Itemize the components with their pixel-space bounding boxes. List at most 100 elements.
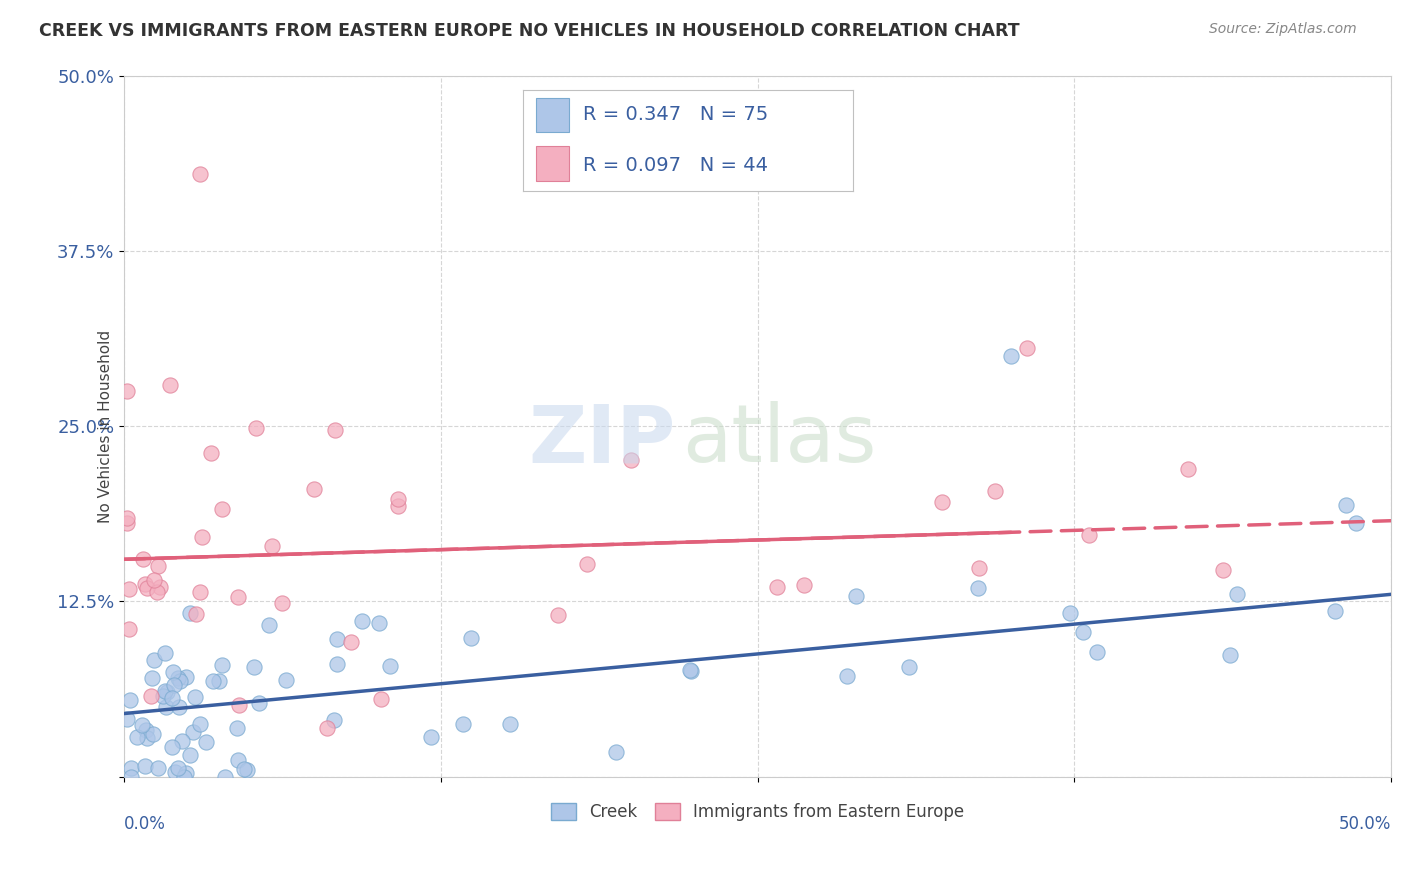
Point	[460, 632, 482, 646]
Point	[173, 770, 195, 784]
Point	[387, 500, 409, 514]
Point	[208, 673, 231, 688]
Point	[323, 713, 346, 727]
Point	[1015, 341, 1038, 355]
Point	[115, 712, 138, 726]
Text: 50.0%: 50.0%	[1339, 815, 1391, 833]
Point	[226, 722, 249, 736]
Point	[765, 580, 787, 594]
Point	[1059, 606, 1081, 620]
Point	[620, 452, 643, 467]
Point	[326, 632, 349, 646]
Point	[131, 718, 153, 732]
Point	[162, 678, 184, 692]
Point	[188, 716, 211, 731]
Point	[181, 725, 204, 739]
Point	[202, 674, 225, 689]
Point	[1212, 563, 1234, 577]
Point	[155, 684, 177, 698]
Point	[135, 723, 157, 737]
Point	[226, 752, 249, 766]
Point	[142, 573, 165, 587]
Point	[120, 693, 142, 707]
Point	[226, 590, 249, 604]
Point	[170, 734, 193, 748]
Point	[845, 589, 868, 603]
Point	[931, 494, 953, 508]
Point	[368, 615, 391, 630]
Point	[167, 699, 190, 714]
Point	[420, 730, 443, 744]
Point	[120, 770, 142, 784]
Point	[146, 761, 169, 775]
Point	[605, 745, 627, 759]
Point	[228, 698, 250, 713]
Point	[1085, 645, 1108, 659]
Text: 0.0%: 0.0%	[124, 815, 166, 833]
Point	[247, 696, 270, 710]
Point	[115, 384, 138, 398]
Point	[245, 421, 267, 435]
Point	[1077, 528, 1099, 542]
Point	[1344, 516, 1367, 530]
Point	[165, 765, 187, 780]
Point	[135, 581, 157, 595]
Point	[134, 577, 156, 591]
Point	[141, 690, 163, 704]
Point	[835, 668, 858, 682]
Point	[326, 657, 349, 671]
Y-axis label: No Vehicles in Household: No Vehicles in Household	[98, 329, 112, 523]
Point	[184, 690, 207, 704]
Point	[160, 740, 183, 755]
Point	[153, 646, 176, 660]
Point	[1071, 625, 1094, 640]
Point	[160, 691, 183, 706]
Point	[174, 765, 197, 780]
Legend: Creek, Immigrants from Eastern Europe: Creek, Immigrants from Eastern Europe	[544, 797, 970, 828]
Point	[243, 660, 266, 674]
Point	[118, 622, 141, 636]
Text: Source: ZipAtlas.com: Source: ZipAtlas.com	[1209, 22, 1357, 37]
Point	[184, 607, 207, 621]
Point	[159, 378, 181, 392]
Point	[1177, 461, 1199, 475]
Text: ZIP: ZIP	[529, 401, 675, 479]
Point	[214, 770, 236, 784]
Point	[149, 580, 172, 594]
Point	[200, 446, 222, 460]
Point	[274, 673, 297, 687]
Point	[679, 663, 702, 677]
Point	[270, 596, 292, 610]
Point	[499, 717, 522, 731]
Point	[118, 582, 141, 597]
Point	[983, 484, 1005, 499]
Point	[302, 482, 325, 496]
Point	[547, 608, 569, 623]
Point	[1000, 349, 1022, 363]
Text: CREEK VS IMMIGRANTS FROM EASTERN EUROPE NO VEHICLES IN HOUSEHOLD CORRELATION CHA: CREEK VS IMMIGRANTS FROM EASTERN EUROPE …	[39, 22, 1019, 40]
Point	[146, 558, 169, 573]
Point	[1324, 604, 1347, 618]
Point	[236, 763, 259, 777]
Point	[1219, 648, 1241, 663]
Point	[1334, 498, 1357, 512]
Point	[152, 690, 174, 704]
Point	[115, 511, 138, 525]
Point	[179, 607, 201, 621]
Point	[387, 492, 409, 507]
Point	[793, 578, 815, 592]
Point	[156, 685, 179, 699]
Point	[967, 581, 990, 595]
Point	[132, 552, 155, 566]
Point	[211, 658, 233, 673]
Point	[136, 731, 159, 746]
Point	[188, 585, 211, 599]
Point	[141, 671, 163, 685]
Text: atlas: atlas	[682, 401, 876, 479]
Point	[179, 748, 201, 763]
Point	[125, 731, 148, 745]
Point	[967, 560, 990, 574]
Point	[194, 735, 217, 749]
Point	[188, 167, 211, 181]
Point	[169, 673, 191, 688]
